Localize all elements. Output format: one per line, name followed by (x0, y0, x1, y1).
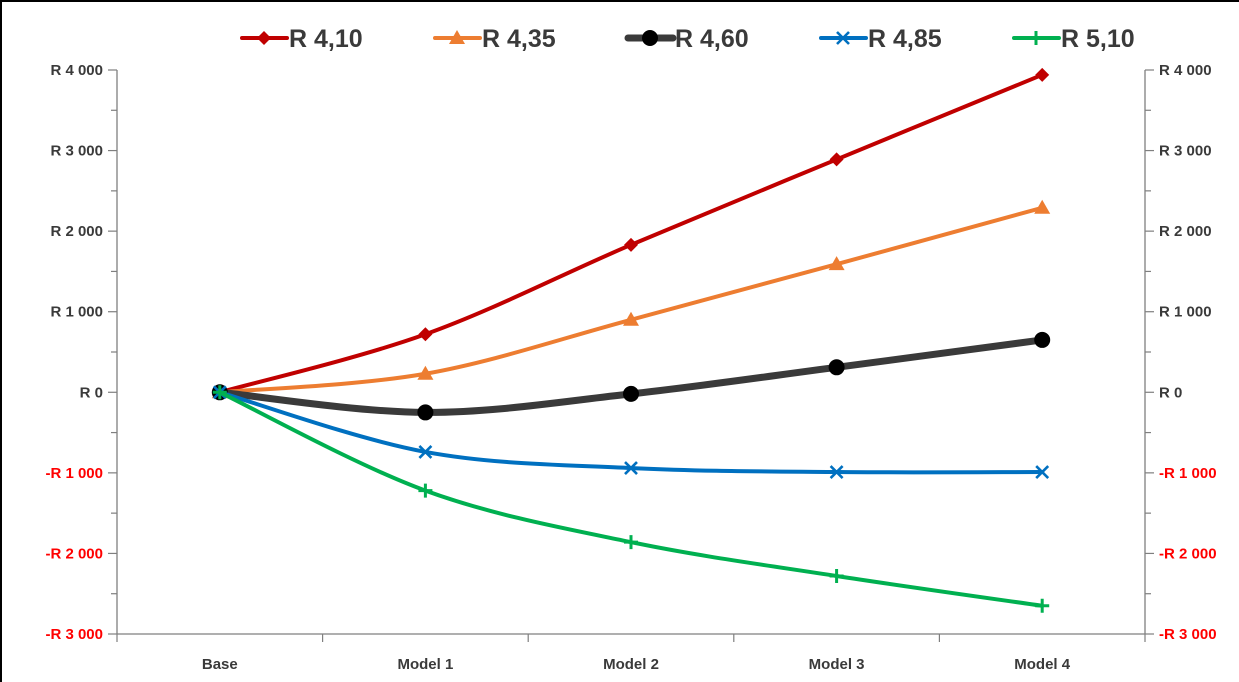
data-point-circle (828, 359, 845, 376)
y-tick-label-right: -R 3 000 (1159, 626, 1217, 643)
data-point-diamond (1035, 67, 1050, 82)
data-point-x (624, 461, 638, 475)
y-tick-label-left: R 3 000 (50, 143, 103, 160)
y-tick-label-right: -R 2 000 (1159, 545, 1217, 562)
data-point-circle (623, 385, 639, 402)
y-tick-label-left: -R 2 000 (45, 545, 103, 562)
series-2 (211, 199, 1051, 399)
data-point-triangle (828, 256, 845, 271)
data-point-circle (642, 30, 658, 46)
x-tick-label: Model 4 (1014, 656, 1070, 673)
x-tick-label: Model 1 (397, 656, 453, 673)
legend-item: R 4,35 (433, 25, 556, 53)
data-point-plus (1029, 31, 1043, 45)
data-point-triangle (1034, 199, 1051, 214)
legend-item: R 4,85 (819, 25, 942, 53)
y-tick-label-left: R 0 (80, 384, 103, 401)
series-5 (212, 385, 1050, 613)
data-point-plus (212, 385, 227, 400)
data-point-plus (624, 535, 638, 550)
data-point-x (418, 444, 433, 459)
y-tick-label-right: R 4 000 (1159, 62, 1212, 79)
data-point-triangle (417, 365, 434, 380)
series-line (217, 72, 1045, 395)
y-tick-label-left: R 1 000 (50, 304, 103, 321)
series-line (217, 205, 1045, 395)
x-tick-label: Model 2 (603, 656, 659, 673)
y-tick-label-right: R 0 (1159, 384, 1182, 401)
data-point-triangle (449, 30, 465, 44)
data-point-x (836, 31, 850, 45)
legend: R 4,10 R 4,35 R 4,60 R 4,85 R 5,10 (240, 25, 1135, 53)
series-3 (211, 331, 1051, 421)
legend-label: R 4,60 (675, 25, 749, 53)
series-4 (212, 385, 1050, 479)
legend-item: R 4,10 (240, 25, 363, 53)
y-tick-label-right: R 1 000 (1159, 304, 1212, 321)
legend-item: R 4,60 (624, 25, 749, 53)
data-point-x (829, 465, 844, 479)
y-tick-label-right: R 3 000 (1159, 143, 1212, 160)
y-tick-label-right: -R 1 000 (1159, 465, 1217, 482)
y-tick-label-right: R 2 000 (1159, 223, 1212, 240)
y-tick-label-left: R 2 000 (50, 223, 103, 240)
data-point-triangle (623, 311, 639, 326)
data-point-diamond (624, 237, 638, 252)
data-point-diamond (829, 152, 844, 167)
legend-label: R 4,85 (868, 25, 942, 53)
legend-label: R 4,10 (289, 25, 363, 53)
data-point-plus (1035, 598, 1050, 613)
legend-item: R 5,10 (1012, 25, 1135, 53)
data-point-plus (418, 483, 433, 498)
data-point-diamond (418, 327, 433, 342)
x-tick-label: Model 3 (809, 656, 865, 673)
data-point-plus (829, 568, 844, 583)
x-tick-label: Base (202, 656, 238, 673)
data-point-circle (417, 404, 434, 421)
legend-label: R 5,10 (1061, 25, 1135, 53)
series-1 (212, 67, 1050, 400)
legend-label: R 4,35 (482, 25, 556, 53)
y-tick-label-left: -R 3 000 (45, 626, 103, 643)
data-point-circle (1034, 331, 1051, 348)
data-point-diamond (257, 31, 271, 45)
y-tick-label-left: R 4 000 (50, 62, 103, 79)
series-line (217, 390, 1045, 608)
y-tick-label-left: -R 1 000 (45, 465, 103, 482)
data-point-x (1035, 465, 1050, 479)
